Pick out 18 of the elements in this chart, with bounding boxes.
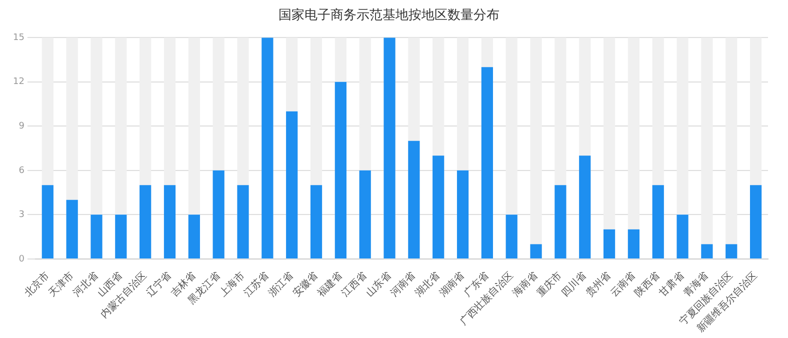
bar bbox=[628, 229, 640, 258]
bar bbox=[701, 244, 713, 258]
bar bbox=[506, 214, 518, 258]
bar bbox=[530, 244, 542, 258]
bar bbox=[188, 214, 200, 258]
y-tick-label: 12 bbox=[13, 77, 24, 88]
chart-title: 国家电子商务示范基地按地区数量分布 bbox=[278, 7, 500, 24]
bar bbox=[90, 214, 102, 258]
y-tick-label: 3 bbox=[18, 210, 24, 220]
bar bbox=[603, 229, 616, 258]
bar bbox=[676, 214, 688, 258]
y-tick-label: 6 bbox=[18, 166, 25, 176]
y-tick-label: 15 bbox=[13, 32, 24, 43]
y-tick-label: 0 bbox=[18, 254, 25, 264]
y-tick-label: 9 bbox=[18, 121, 25, 132]
bar bbox=[115, 214, 127, 258]
bar bbox=[726, 244, 738, 258]
bar bbox=[66, 200, 78, 258]
